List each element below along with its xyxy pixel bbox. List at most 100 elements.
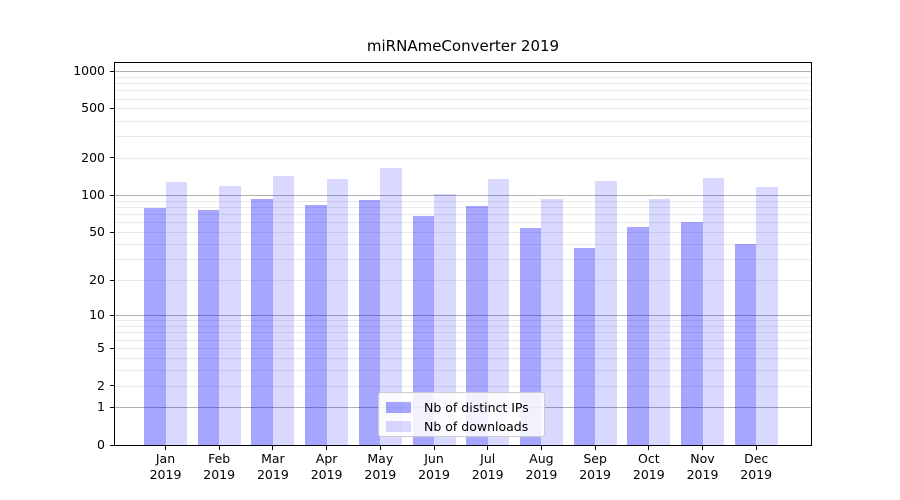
minor-gridline [115, 98, 811, 100]
y-tick-label: 500 [81, 100, 105, 116]
minor-gridline [115, 214, 811, 216]
y-tick-label: 50 [89, 224, 105, 240]
minor-gridline [115, 157, 811, 159]
minor-gridline [115, 207, 811, 209]
x-tick-label-aug: Aug 2019 [525, 451, 558, 482]
y-tick-label: 20 [89, 272, 105, 288]
bar-downloads-feb [219, 186, 241, 445]
bar-distinct-ips-aug [519, 228, 542, 445]
bar-downloads-nov [702, 178, 724, 445]
x-tick-mark [487, 446, 489, 450]
x-tick-mark [594, 446, 596, 450]
y-tick-mark [110, 347, 115, 349]
y-tick-mark [110, 406, 115, 408]
bar-distinct-ips-jan [144, 208, 166, 445]
minor-gridline [115, 83, 811, 85]
x-tick-label-jul: Jul 2019 [471, 451, 504, 482]
bar-downloads-jun [434, 194, 456, 445]
y-tick-label: 5 [97, 340, 105, 355]
minor-gridline [115, 108, 811, 110]
minor-gridline [115, 259, 811, 261]
x-tick-label-may: May 2019 [364, 451, 397, 482]
x-tick-label-dec: Dec 2019 [740, 451, 773, 482]
minor-gridline [115, 339, 811, 341]
legend-label-distinct-ips: Nb of distinct IPs [424, 399, 529, 415]
major-gridline [115, 195, 811, 197]
x-tick-label-feb: Feb 2019 [203, 451, 236, 482]
y-tick-mark [110, 385, 115, 387]
major-gridline [115, 71, 811, 73]
bar-downloads-sep [595, 181, 617, 445]
y-tick-mark [110, 231, 115, 233]
x-tick-mark [218, 446, 220, 450]
x-tick-label-jan: Jan 2019 [149, 451, 182, 482]
chart-title: miRNAmeConverter 2019 [366, 37, 560, 55]
bar-distinct-ips-sep [573, 248, 596, 445]
minor-gridline [115, 369, 811, 371]
x-tick-label-oct: Oct 2019 [632, 451, 665, 482]
y-tick-mark [110, 157, 115, 159]
bar-distinct-ips-mar [251, 198, 273, 445]
x-tick-label-apr: Apr 2019 [310, 451, 343, 482]
bar-distinct-ips-dec [734, 243, 757, 445]
x-tick-label-nov: Nov 2019 [686, 451, 719, 482]
bar-downloads-dec [756, 187, 778, 445]
minor-gridline [115, 320, 811, 322]
y-tick-mark [110, 314, 115, 316]
minor-gridline [115, 332, 811, 334]
y-tick-label: 1000 [73, 63, 105, 79]
x-tick-mark [702, 446, 703, 450]
y-tick-mark [110, 194, 115, 196]
bar-downloads-aug [541, 199, 563, 445]
minor-gridline [115, 357, 811, 359]
minor-gridline [115, 222, 811, 224]
bar-distinct-ips-nov [681, 222, 703, 445]
y-tick-mark [110, 279, 115, 281]
y-tick-label: 10 [89, 307, 105, 323]
y-tick-label: 1 [97, 399, 105, 415]
minor-gridline [115, 243, 811, 245]
legend: Nb of distinct IPs Nb of downloads [378, 392, 545, 437]
minor-gridline [115, 232, 811, 234]
x-tick-mark [272, 446, 274, 450]
minor-gridline [115, 90, 811, 92]
minor-gridline [115, 76, 811, 78]
minor-gridline [115, 200, 811, 202]
legend-entry-distinct-ips: Nb of distinct IPs [386, 399, 544, 415]
y-tick-mark [110, 444, 115, 446]
x-tick-label-sep: Sep 2019 [579, 451, 611, 482]
x-tick-mark [433, 446, 435, 450]
minor-gridline [115, 120, 811, 122]
bar-downloads-apr [326, 179, 349, 445]
minor-gridline [115, 326, 811, 328]
x-tick-mark [755, 446, 757, 450]
x-tick-mark [326, 446, 328, 450]
y-tick-label: 0 [97, 437, 105, 452]
minor-gridline [115, 348, 811, 349]
bar-downloads-mar [272, 175, 295, 445]
legend-label-downloads: Nb of downloads [424, 418, 529, 434]
x-tick-mark [648, 446, 650, 450]
x-tick-mark [540, 446, 542, 450]
y-tick-mark [110, 107, 115, 109]
bar-downloads-jul [487, 179, 510, 445]
x-tick-mark [165, 446, 166, 450]
legend-swatch-downloads [386, 420, 411, 432]
minor-gridline [115, 280, 811, 282]
y-tick-label: 100 [81, 187, 105, 203]
bar-distinct-ips-feb [197, 209, 220, 445]
bar-distinct-ips-apr [305, 204, 327, 445]
bar-distinct-ips-jun [412, 215, 434, 445]
bar-distinct-ips-oct [627, 227, 649, 445]
minor-gridline [115, 385, 811, 387]
bar-distinct-ips-jul [466, 205, 488, 445]
bar-downloads-oct [648, 198, 671, 445]
y-tick-mark [110, 70, 115, 72]
legend-entry-downloads: Nb of downloads [386, 418, 544, 434]
major-gridline [115, 315, 811, 317]
bar-downloads-may [380, 168, 402, 445]
minor-gridline [115, 136, 811, 138]
y-tick-label: 2 [97, 377, 105, 393]
x-tick-label-mar: Mar 2019 [256, 451, 289, 482]
